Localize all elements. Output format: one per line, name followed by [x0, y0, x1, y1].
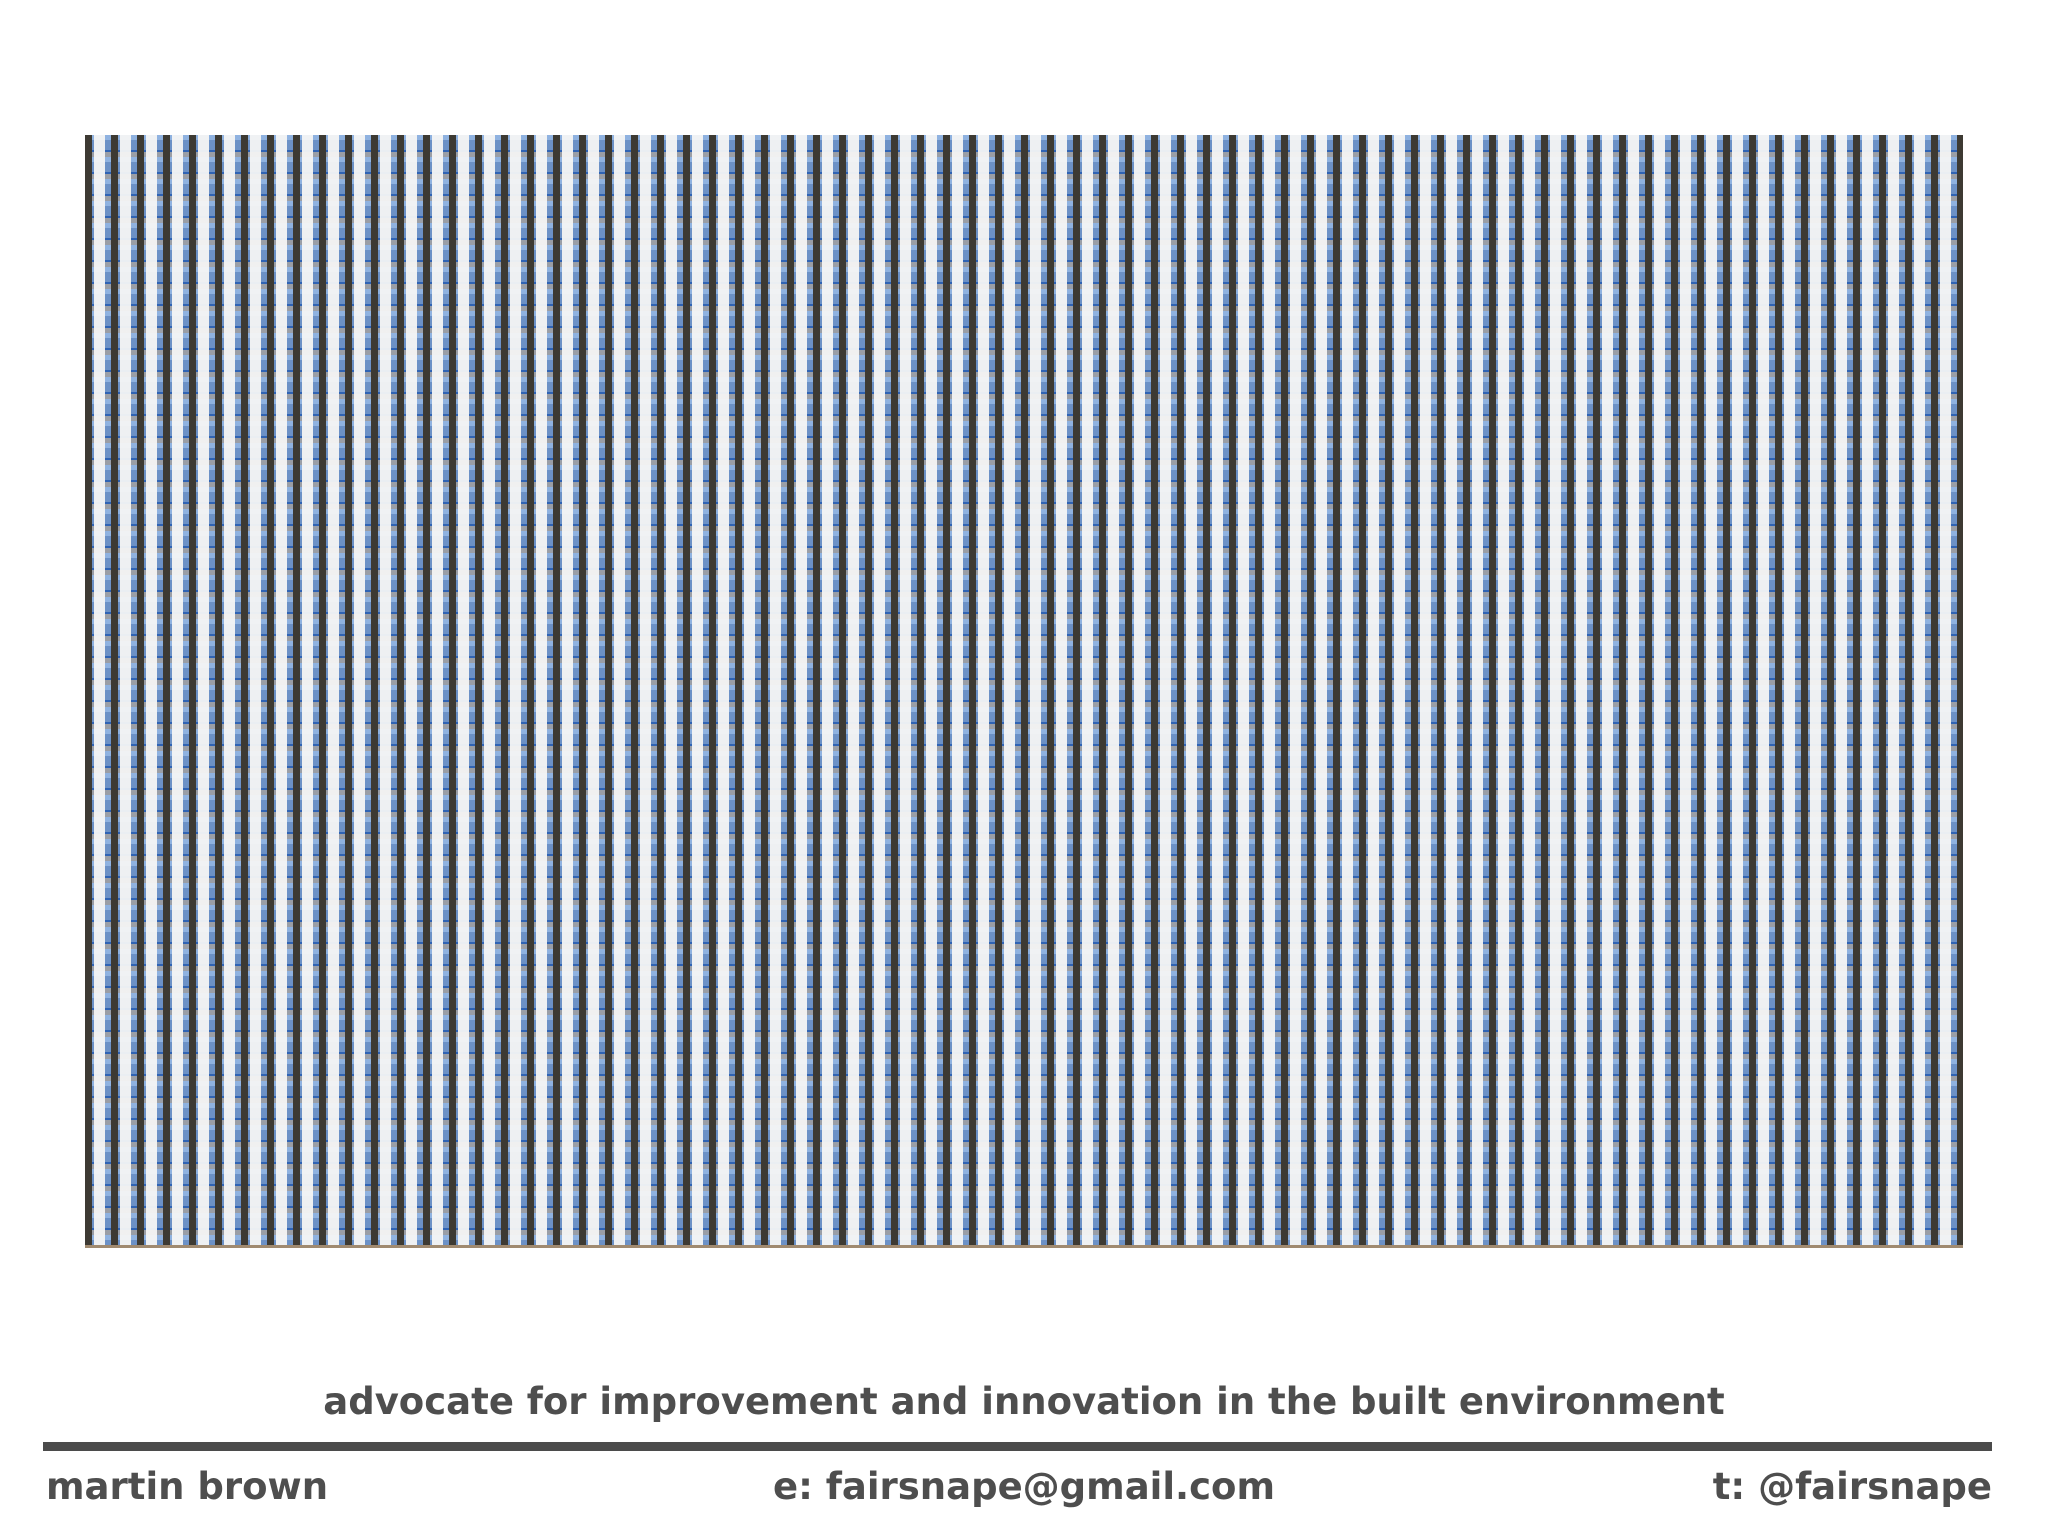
author-name: martin brown	[46, 1465, 329, 1508]
email: e: fairsnape@gmail.com	[772, 1465, 1275, 1508]
tagline: advocate for improvement and innovation …	[323, 1380, 1725, 1423]
photo-mosaic	[85, 135, 1963, 1248]
divider	[43, 1442, 1992, 1451]
twitter-handle: t: @fairsnape	[1712, 1465, 1992, 1508]
